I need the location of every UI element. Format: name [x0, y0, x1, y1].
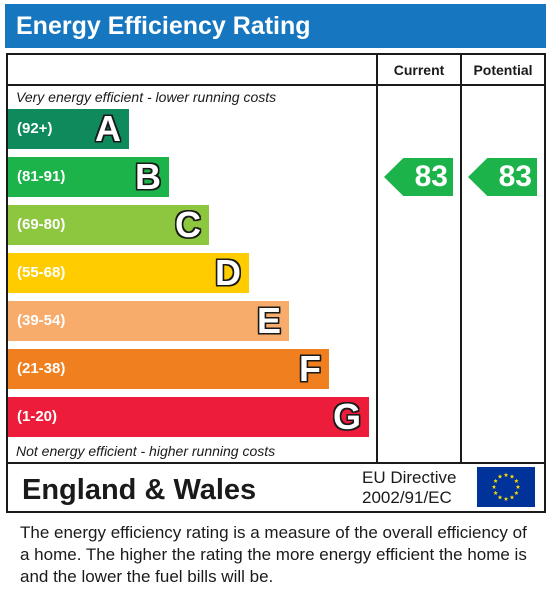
chart-title: Energy Efficiency Rating — [5, 4, 546, 48]
current-rating-value: 83 — [414, 160, 448, 193]
directive-line-1: EU Directive — [362, 468, 457, 487]
region-label: England & Wales — [22, 474, 257, 506]
footer: England & Wales EU Directive 2002/91/EC — [6, 464, 546, 513]
description-text: The energy efficiency rating is a measur… — [20, 523, 527, 586]
rating-band-a: (92+) A — [8, 109, 129, 149]
rating-band-e: (39-54) E — [8, 301, 289, 341]
header-divider — [8, 84, 544, 86]
eu-star-icon — [503, 496, 509, 501]
band-range-label: (21-38) — [17, 360, 66, 377]
band-range-label: (39-54) — [17, 312, 66, 329]
eu-star-icon — [515, 484, 521, 489]
current-column-header: Current — [393, 62, 445, 78]
band-letter: G — [332, 396, 361, 437]
eu-star-icon — [493, 478, 498, 483]
potential-column-header: Potential — [473, 62, 533, 78]
bottom-note: Not energy efficient - higher running co… — [16, 443, 276, 459]
directive-line-2: 2002/91/EC — [362, 488, 452, 507]
band-letter: B — [135, 156, 161, 197]
eu-star-icon — [497, 474, 503, 479]
top-note: Very energy efficient - lower running co… — [16, 89, 277, 105]
rating-band-d: (55-68) D — [8, 253, 249, 293]
potential-rating-arrow: 83 — [468, 158, 537, 196]
column-divider — [376, 55, 378, 462]
rating-band-f: (21-38) F — [8, 349, 329, 389]
rating-band-b: (81-91) B — [8, 157, 169, 197]
band-range-label: (1-20) — [17, 408, 58, 425]
eu-star-icon — [497, 494, 503, 500]
rating-chart: Current Potential Very energy efficient … — [6, 53, 546, 464]
band-range-label: (55-68) — [17, 264, 66, 281]
potential-rating-value: 83 — [498, 160, 532, 193]
current-rating-arrow: 83 — [384, 158, 453, 196]
rating-band-g: (1-20) G — [8, 397, 369, 437]
eu-star-icon — [514, 478, 519, 483]
eu-star-icon — [509, 474, 515, 479]
band-range-label: (81-91) — [17, 168, 66, 185]
band-letter: D — [215, 252, 241, 293]
band-letter: E — [256, 300, 281, 341]
eu-directive: EU Directive 2002/91/EC — [362, 468, 456, 508]
eu-star-icon — [503, 472, 509, 477]
band-letter: C — [175, 204, 201, 245]
eu-flag-icon — [477, 467, 535, 507]
eu-star-icon — [491, 484, 497, 489]
band-range-label: (92+) — [17, 120, 53, 137]
band-letter: A — [95, 108, 121, 149]
eu-star-icon — [493, 490, 498, 495]
band-letter: F — [299, 348, 321, 389]
band-range-label: (69-80) — [17, 216, 66, 233]
eu-star-icon — [514, 490, 519, 495]
rating-band-c: (69-80) C — [8, 205, 209, 245]
column-divider — [460, 55, 462, 462]
eu-star-icon — [509, 494, 515, 500]
